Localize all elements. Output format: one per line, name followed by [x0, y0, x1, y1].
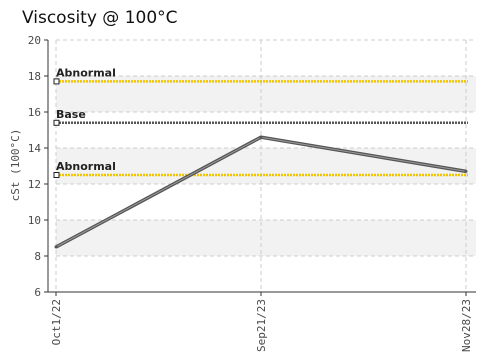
- y-tick-label: 16: [28, 106, 41, 119]
- chart-bands: [56, 76, 476, 256]
- reference-label: Abnormal: [56, 160, 116, 173]
- y-tick-label: 6: [34, 286, 41, 299]
- y-tick-label: 12: [28, 178, 41, 191]
- x-tick-labels: Oct1/22 Sep21/23 Nov28/23: [50, 299, 473, 352]
- reference-label: Abnormal: [56, 66, 116, 79]
- y-axis-title: cSt (100°C): [9, 129, 22, 202]
- x-tick-label: Sep21/23: [255, 299, 268, 352]
- series-point: [54, 245, 58, 249]
- y-tick-label: 20: [28, 34, 41, 47]
- grid-band-2: [56, 220, 476, 256]
- series-point: [464, 169, 468, 173]
- y-tick-label: 18: [28, 70, 41, 83]
- chart-title: Viscosity @ 100°C: [22, 8, 178, 28]
- x-tick-label: Nov28/23: [460, 299, 473, 352]
- series-lines: [54, 135, 468, 249]
- reference-lines: Abnormal Base Abnormal: [53, 66, 468, 178]
- reference-label: Base: [56, 108, 86, 121]
- y-tick-label: 10: [28, 214, 41, 227]
- reference-marker: [53, 172, 60, 178]
- x-tick-label: Oct1/22: [50, 299, 63, 345]
- grid-band-1: [56, 148, 476, 184]
- chart-axes: [44, 39, 476, 296]
- reference-marker: [53, 78, 60, 85]
- series-point: [259, 135, 263, 139]
- y-tick-label: 14: [28, 142, 42, 155]
- reference-marker: [53, 119, 60, 126]
- y-tick-label: 8: [34, 250, 41, 263]
- y-tick-labels: 6 8 10 12 14 16 18 20: [28, 34, 42, 299]
